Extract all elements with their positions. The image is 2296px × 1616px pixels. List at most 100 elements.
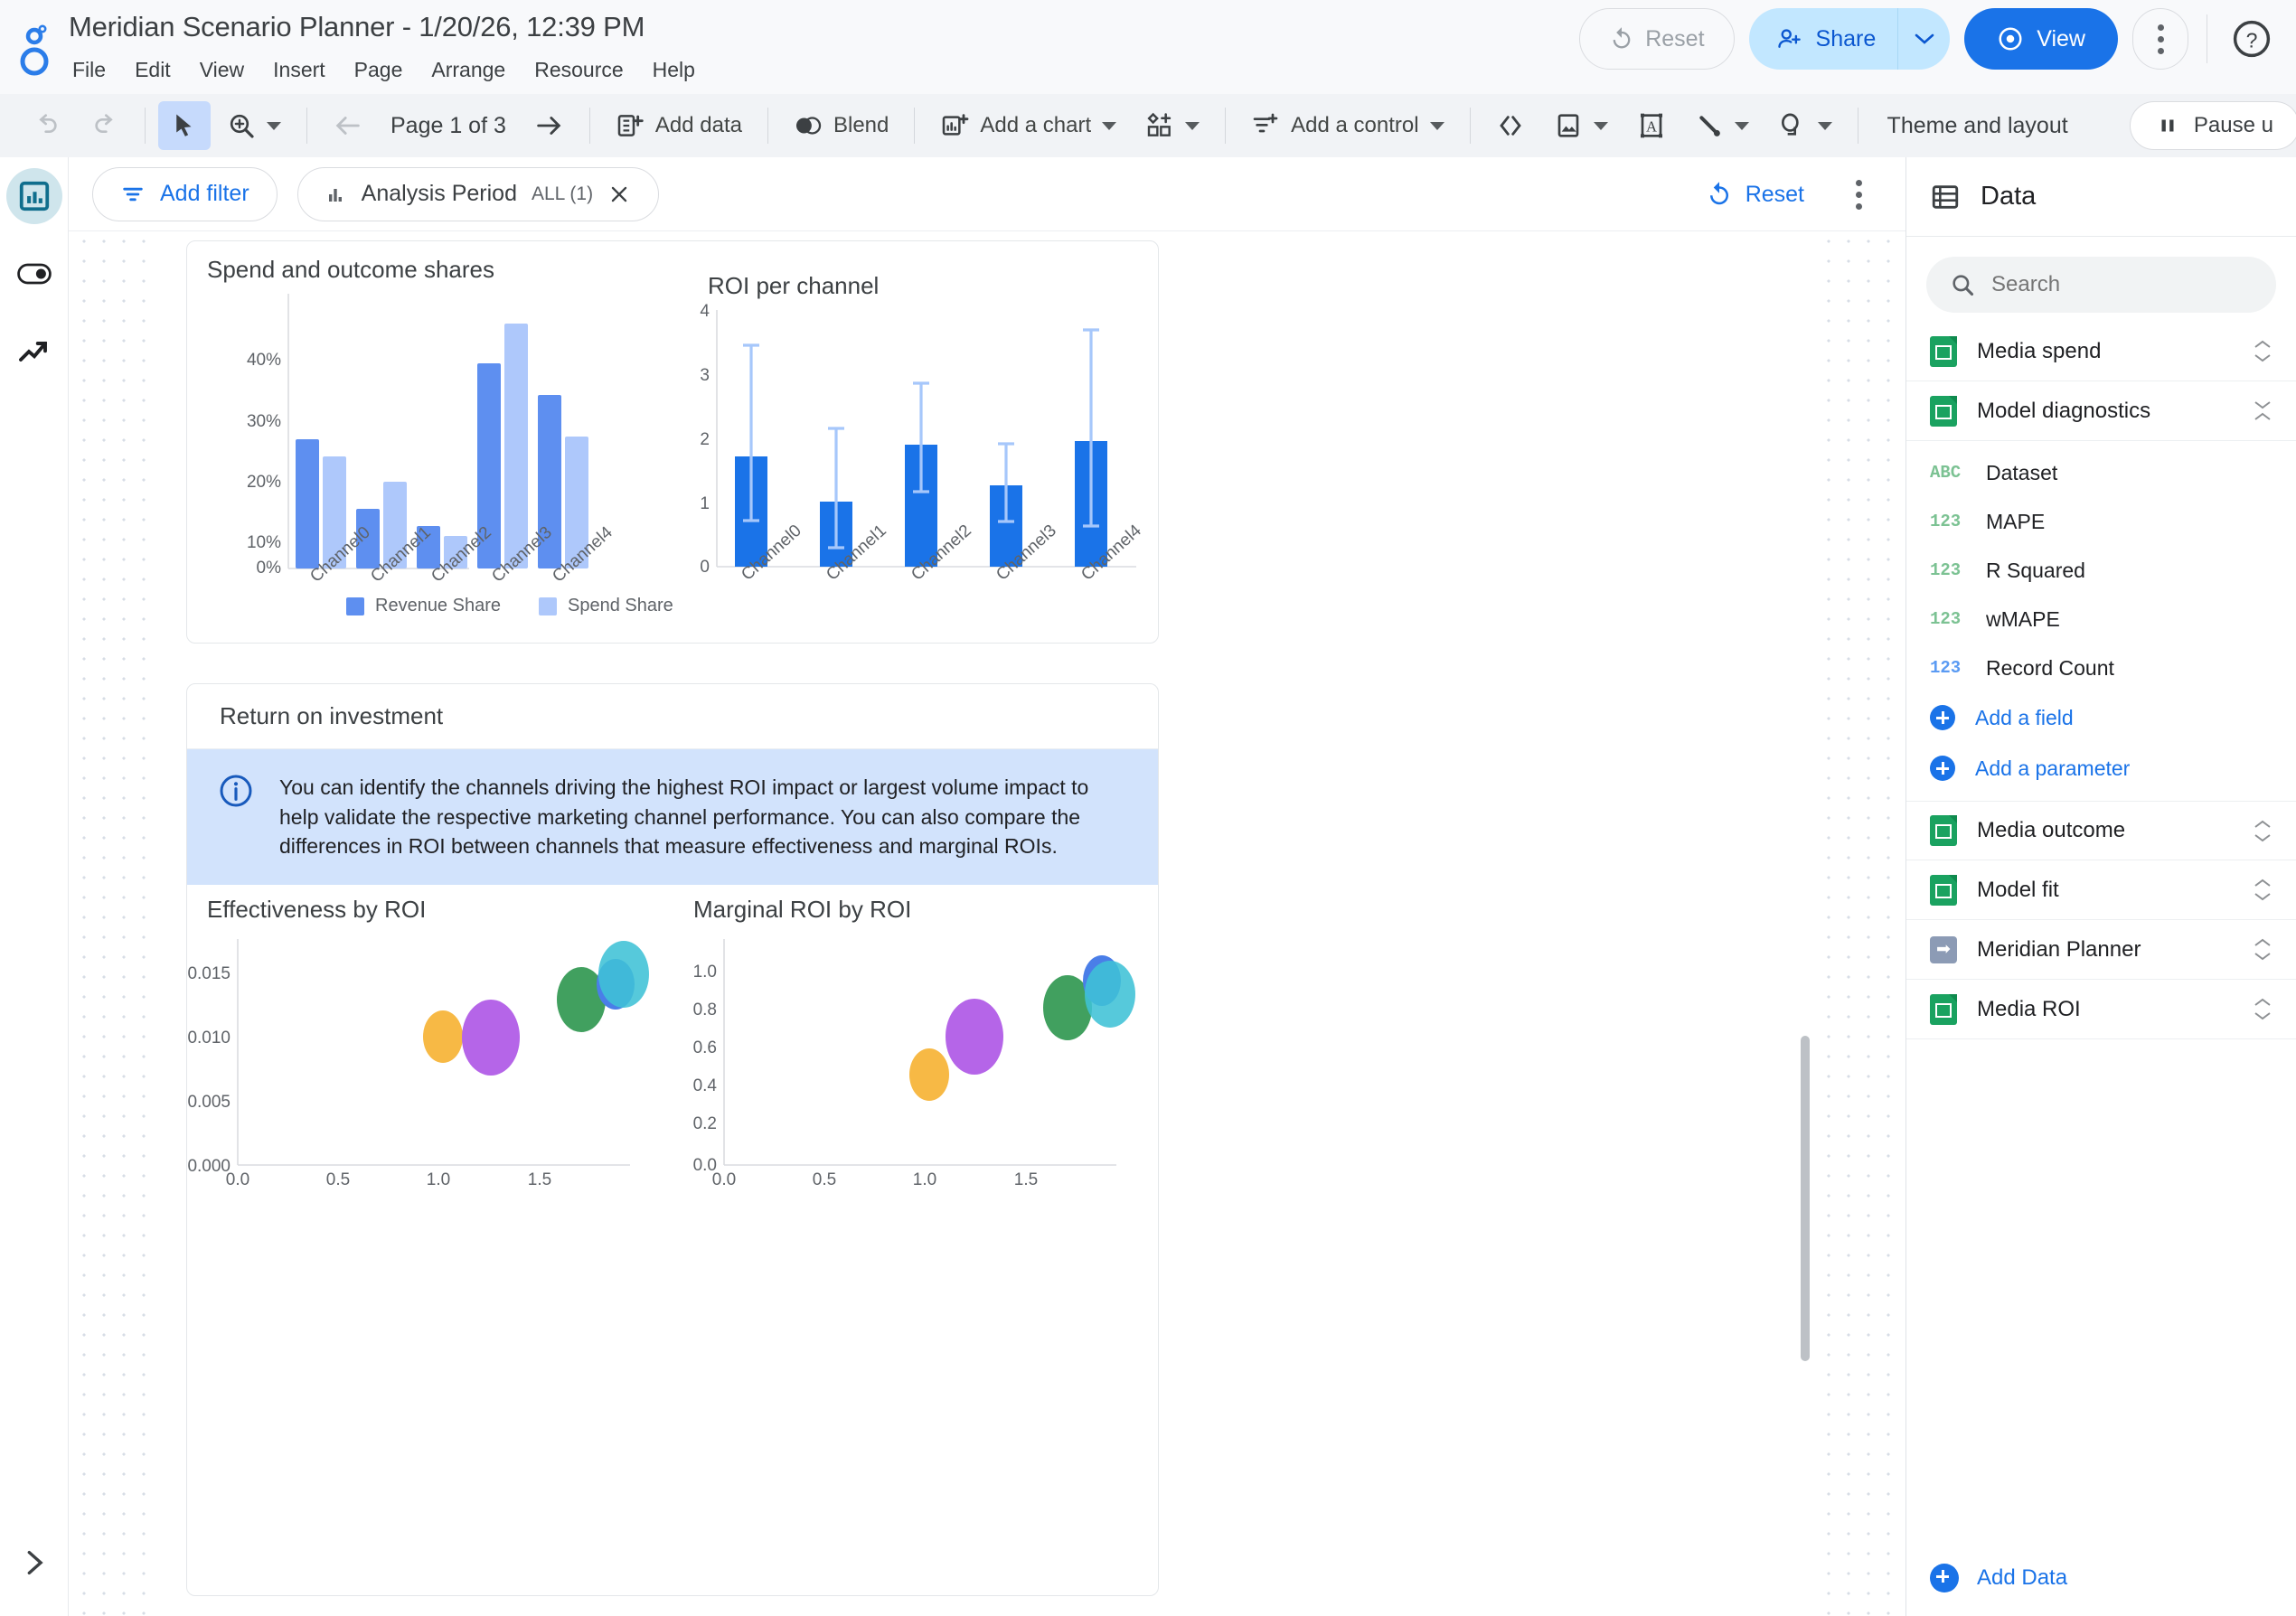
field-label: Dataset — [1986, 460, 2058, 484]
insert-line-button[interactable] — [1682, 101, 1762, 150]
data-source-media-outcome[interactable]: Media outcome — [1906, 801, 2296, 860]
chart-legend: Revenue Share Spend Share — [346, 596, 673, 616]
reset-button[interactable]: Reset — [1579, 8, 1735, 70]
undo-icon — [1709, 182, 1728, 205]
search-input[interactable] — [1991, 272, 2226, 297]
canvas-scroll-region[interactable]: Spend and outcome shares 40% 30% 20% 10%… — [69, 231, 1905, 1616]
app-header: Meridian Scenario Planner - 1/20/26, 12:… — [0, 0, 2296, 101]
rail-expand-button[interactable] — [0, 1531, 69, 1594]
legend-item[interactable]: Revenue Share — [346, 596, 501, 616]
filter-bar: Add filter Analysis Period ALL (1) Reset — [69, 157, 1905, 231]
chart-spend-outcome-shares[interactable]: Spend and outcome shares 40% 30% 20% 10%… — [187, 241, 673, 644]
blend-button[interactable]: Blend — [781, 101, 901, 150]
svg-text:1.5: 1.5 — [528, 1170, 551, 1189]
redo-button[interactable] — [78, 101, 132, 150]
field-r-squared[interactable]: 123 R Squared — [1906, 546, 2296, 595]
svg-text:?: ? — [2246, 29, 2258, 52]
data-source-model-diagnostics[interactable]: Model diagnostics — [1906, 381, 2296, 441]
chart-effectiveness-by-roi[interactable]: Effectiveness by ROI 0.015 0.010 0.005 0… — [187, 876, 673, 1346]
document-title[interactable]: Meridian Scenario Planner - 1/20/26, 12:… — [69, 11, 645, 42]
more-options-button[interactable] — [2132, 8, 2188, 70]
text-box-icon: A — [1640, 113, 1662, 138]
more-vert-icon — [2157, 23, 2164, 54]
select-tool-button[interactable] — [158, 101, 211, 150]
insert-text-button[interactable]: A — [1624, 101, 1679, 150]
zoom-tool-button[interactable] — [214, 101, 294, 150]
add-control-button[interactable]: Add a control — [1238, 101, 1456, 150]
menu-edit[interactable]: Edit — [135, 58, 171, 81]
add-filter-button[interactable]: Add filter — [92, 166, 278, 221]
data-table-icon — [1932, 184, 1959, 209]
canvas-reset-button[interactable]: Reset — [1688, 167, 1822, 221]
add-chart-button[interactable]: Add a chart — [927, 101, 1129, 150]
field-dataset[interactable]: ABC Dataset — [1906, 448, 2296, 497]
menu-insert[interactable]: Insert — [273, 58, 325, 81]
add-data-footer-button[interactable]: Add Data — [1906, 1540, 2296, 1616]
filter-chip-value: ALL (1) — [531, 183, 594, 204]
expand-collapse-icon[interactable] — [2253, 399, 2272, 422]
chart-marginal-roi-by-roi[interactable]: Marginal ROI by ROI 1.0 0.8 0.6 0.4 0.2 … — [673, 876, 1160, 1346]
chart-roi-per-channel[interactable]: ROI per channel 4 3 2 1 0 — [666, 241, 1160, 644]
reset-label: Reset — [1645, 25, 1705, 52]
field-wmape[interactable]: 123 wMAPE — [1906, 595, 2296, 644]
close-icon[interactable] — [607, 183, 631, 206]
rail-item-trend[interactable] — [0, 313, 69, 390]
prev-page-button[interactable] — [320, 101, 376, 150]
next-page-button[interactable] — [521, 101, 577, 150]
expand-collapse-icon[interactable] — [2253, 998, 2272, 1020]
field-record-count[interactable]: 123 Record Count — [1906, 644, 2296, 692]
data-source-media-roi[interactable]: Media ROI — [1906, 980, 2296, 1039]
share-button[interactable]: Share — [1749, 8, 1898, 70]
field-label: Record Count — [1986, 655, 2114, 680]
data-source-meridian-planner[interactable]: ➡ Meridian Planner — [1906, 920, 2296, 980]
undo-icon — [39, 114, 57, 133]
plus-circle-icon — [1930, 1564, 1959, 1593]
undo-icon — [1613, 27, 1631, 49]
field-type-badge: 123 — [1930, 512, 1962, 531]
pause-updates-button[interactable]: Pause u — [2129, 101, 2296, 150]
data-source-model-fit[interactable]: Model fit — [1906, 860, 2296, 920]
menu-file[interactable]: File — [72, 58, 107, 81]
canvas-vertical-scrollbar[interactable] — [1801, 1036, 1810, 1361]
menu-resource[interactable]: Resource — [534, 58, 624, 81]
svg-text:0.2: 0.2 — [693, 1114, 717, 1133]
page-indicator[interactable]: Page 1 of 3 — [391, 112, 506, 138]
expand-collapse-icon[interactable] — [2253, 820, 2272, 842]
insert-image-button[interactable] — [1541, 101, 1621, 150]
app-logo[interactable] — [0, 0, 69, 101]
add-field-button[interactable]: Add a field — [1906, 692, 2296, 743]
add-data-button[interactable]: Add data — [603, 101, 755, 150]
menu-view[interactable]: View — [199, 58, 245, 81]
undo-button[interactable] — [20, 101, 74, 150]
expand-collapse-icon[interactable] — [2253, 878, 2272, 901]
blend-circles-icon — [795, 117, 822, 135]
svg-text:1.0: 1.0 — [693, 963, 717, 982]
field-mape[interactable]: 123 MAPE — [1906, 497, 2296, 546]
insert-shape-button[interactable] — [1765, 101, 1845, 150]
theme-and-layout-button[interactable]: Theme and layout — [1887, 112, 2068, 138]
add-parameter-button[interactable]: Add a parameter — [1906, 743, 2296, 794]
community-viz-button[interactable] — [1133, 101, 1212, 150]
menu-arrange[interactable]: Arrange — [431, 58, 506, 81]
rail-item-toggle[interactable] — [0, 235, 69, 313]
data-source-media-spend[interactable]: Media spend — [1906, 322, 2296, 381]
view-button[interactable]: View — [1964, 8, 2118, 70]
field-type-badge: ABC — [1930, 463, 1962, 483]
person-add-icon — [1777, 29, 1801, 48]
help-button[interactable]: ? — [2225, 13, 2278, 65]
embed-button[interactable] — [1483, 101, 1538, 150]
rail-item-report[interactable] — [0, 157, 69, 235]
expand-collapse-icon[interactable] — [2253, 340, 2272, 362]
menu-help[interactable]: Help — [652, 58, 695, 81]
blend-label: Blend — [833, 113, 889, 137]
canvas-more-button[interactable] — [1839, 179, 1878, 210]
share-button-group[interactable]: Share — [1748, 8, 1951, 70]
filter-chip-analysis-period[interactable]: Analysis Period ALL (1) — [296, 166, 660, 221]
field-label: R Squared — [1986, 558, 2085, 582]
share-dropdown-toggle[interactable] — [1897, 8, 1950, 70]
expand-collapse-icon[interactable] — [2253, 938, 2272, 961]
field-label: MAPE — [1986, 509, 2046, 533]
data-search-box[interactable] — [1926, 257, 2276, 313]
menu-page[interactable]: Page — [353, 58, 403, 81]
legend-item[interactable]: Spend Share — [538, 596, 673, 616]
